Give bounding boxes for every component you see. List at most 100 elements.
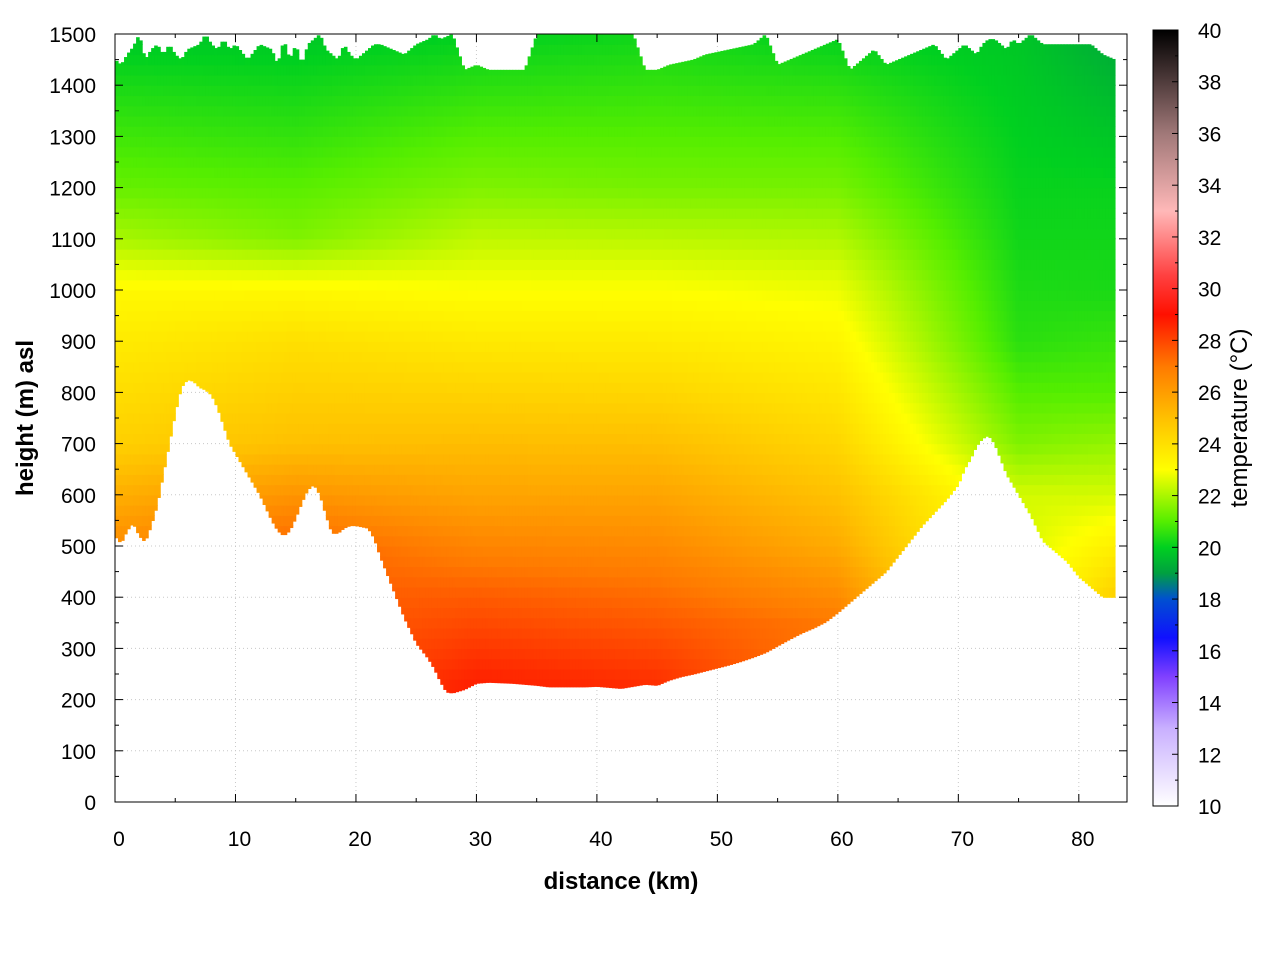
temperature-cell bbox=[160, 167, 164, 178]
temperature-cell bbox=[130, 402, 134, 414]
temperature-cell bbox=[235, 187, 240, 199]
temperature-cell bbox=[205, 167, 209, 178]
temperature-cell bbox=[196, 187, 200, 199]
temperature-cell bbox=[145, 494, 149, 506]
temperature-cell bbox=[142, 433, 146, 445]
temperature-cell bbox=[139, 290, 143, 301]
temperature-cell bbox=[229, 146, 234, 158]
temperature-cell bbox=[127, 382, 131, 393]
temperature-cell bbox=[211, 64, 215, 76]
temperature-cell bbox=[166, 228, 170, 240]
temperature-cell bbox=[133, 279, 137, 291]
temperature-cell bbox=[160, 85, 164, 97]
temperature-cell bbox=[154, 453, 158, 465]
temperature-cell bbox=[124, 371, 128, 383]
temperature-cell bbox=[193, 351, 197, 363]
temperature-cell bbox=[196, 382, 200, 387]
temperature-cell bbox=[145, 197, 149, 209]
temperature-cell bbox=[130, 126, 134, 137]
temperature-cell bbox=[196, 279, 200, 291]
temperature-cell bbox=[160, 320, 164, 332]
temperature-cell bbox=[163, 412, 167, 424]
temperature-cell bbox=[133, 167, 137, 178]
temperature-cell bbox=[178, 208, 182, 219]
temperature-cell bbox=[121, 484, 125, 496]
temperature-cell bbox=[178, 382, 182, 393]
temperature-cell bbox=[181, 177, 185, 189]
temperature-cell bbox=[139, 443, 143, 455]
temperature-cell bbox=[166, 146, 170, 158]
temperature-cell bbox=[136, 330, 140, 342]
temperature-cell bbox=[211, 259, 215, 271]
temperature-cell bbox=[241, 453, 246, 465]
temperature-cell bbox=[139, 494, 143, 506]
temperature-cell bbox=[133, 515, 137, 527]
temperature-cell bbox=[208, 361, 212, 373]
temperature-cell bbox=[202, 279, 206, 291]
temperature-cell bbox=[172, 187, 176, 199]
temperature-cell bbox=[190, 290, 194, 301]
temperature-cell bbox=[241, 136, 246, 148]
temperature-cell bbox=[199, 126, 203, 137]
temperature-cell bbox=[121, 412, 125, 424]
temperature-cell bbox=[154, 197, 158, 209]
temperature-cell bbox=[175, 392, 179, 404]
temperature-cell bbox=[217, 249, 222, 260]
temperature-cell bbox=[199, 115, 203, 127]
temperature-cell bbox=[127, 208, 131, 219]
temperature-cell bbox=[193, 249, 197, 260]
temperature-cell bbox=[199, 228, 203, 240]
temperature-cell bbox=[163, 95, 167, 107]
temperature-cell bbox=[238, 197, 243, 209]
temperature-cell bbox=[202, 85, 206, 97]
temperature-cell bbox=[169, 310, 173, 322]
temperature-cell bbox=[115, 330, 119, 342]
temperature-cell bbox=[223, 208, 228, 219]
temperature-cell bbox=[115, 126, 119, 137]
temperature-cell bbox=[118, 167, 122, 178]
temperature-cell bbox=[157, 177, 161, 189]
temperature-cell bbox=[160, 474, 164, 483]
temperature-cell bbox=[166, 85, 170, 97]
temperature-cell bbox=[169, 412, 173, 424]
temperature-cell bbox=[187, 197, 191, 209]
temperature-cell bbox=[115, 351, 119, 363]
temperature-cell bbox=[184, 105, 188, 117]
temperature-cell bbox=[238, 95, 243, 107]
temperature-cell bbox=[133, 54, 137, 66]
temperature-cell bbox=[154, 351, 158, 363]
temperature-cell bbox=[184, 126, 188, 137]
temperature-cell bbox=[196, 136, 200, 148]
temperature-cell bbox=[175, 208, 179, 219]
temperature-cell bbox=[139, 136, 143, 148]
temperature-cell bbox=[241, 197, 246, 209]
temperature-cell bbox=[115, 115, 119, 127]
temperature-cell bbox=[241, 382, 246, 393]
temperature-cell bbox=[193, 126, 197, 137]
temperature-cell bbox=[127, 310, 131, 322]
temperature-cell bbox=[121, 208, 125, 219]
temperature-cell bbox=[115, 60, 119, 66]
temperature-cell bbox=[178, 341, 182, 353]
temperature-cell bbox=[157, 197, 161, 209]
temperature-cell bbox=[175, 361, 179, 373]
temperature-cell bbox=[211, 341, 215, 353]
temperature-cell bbox=[169, 126, 173, 137]
temperature-cell bbox=[130, 85, 134, 97]
temperature-cell bbox=[115, 371, 119, 383]
temperature-cell bbox=[139, 269, 143, 281]
temperature-cell bbox=[130, 177, 134, 189]
temperature-cell bbox=[187, 64, 191, 76]
temperature-cell bbox=[121, 279, 125, 291]
temperature-cell bbox=[151, 382, 155, 393]
temperature-cell bbox=[220, 402, 225, 414]
temperature-cell bbox=[202, 126, 206, 137]
temperature-cell bbox=[178, 330, 182, 342]
temperature-cell bbox=[217, 290, 222, 301]
temperature-cell bbox=[172, 249, 176, 260]
temperature-cell bbox=[130, 351, 134, 363]
temperature-cell bbox=[166, 279, 170, 291]
temperature-cell bbox=[121, 505, 125, 516]
temperature-cell bbox=[163, 464, 167, 468]
temperature-cell bbox=[217, 361, 222, 373]
